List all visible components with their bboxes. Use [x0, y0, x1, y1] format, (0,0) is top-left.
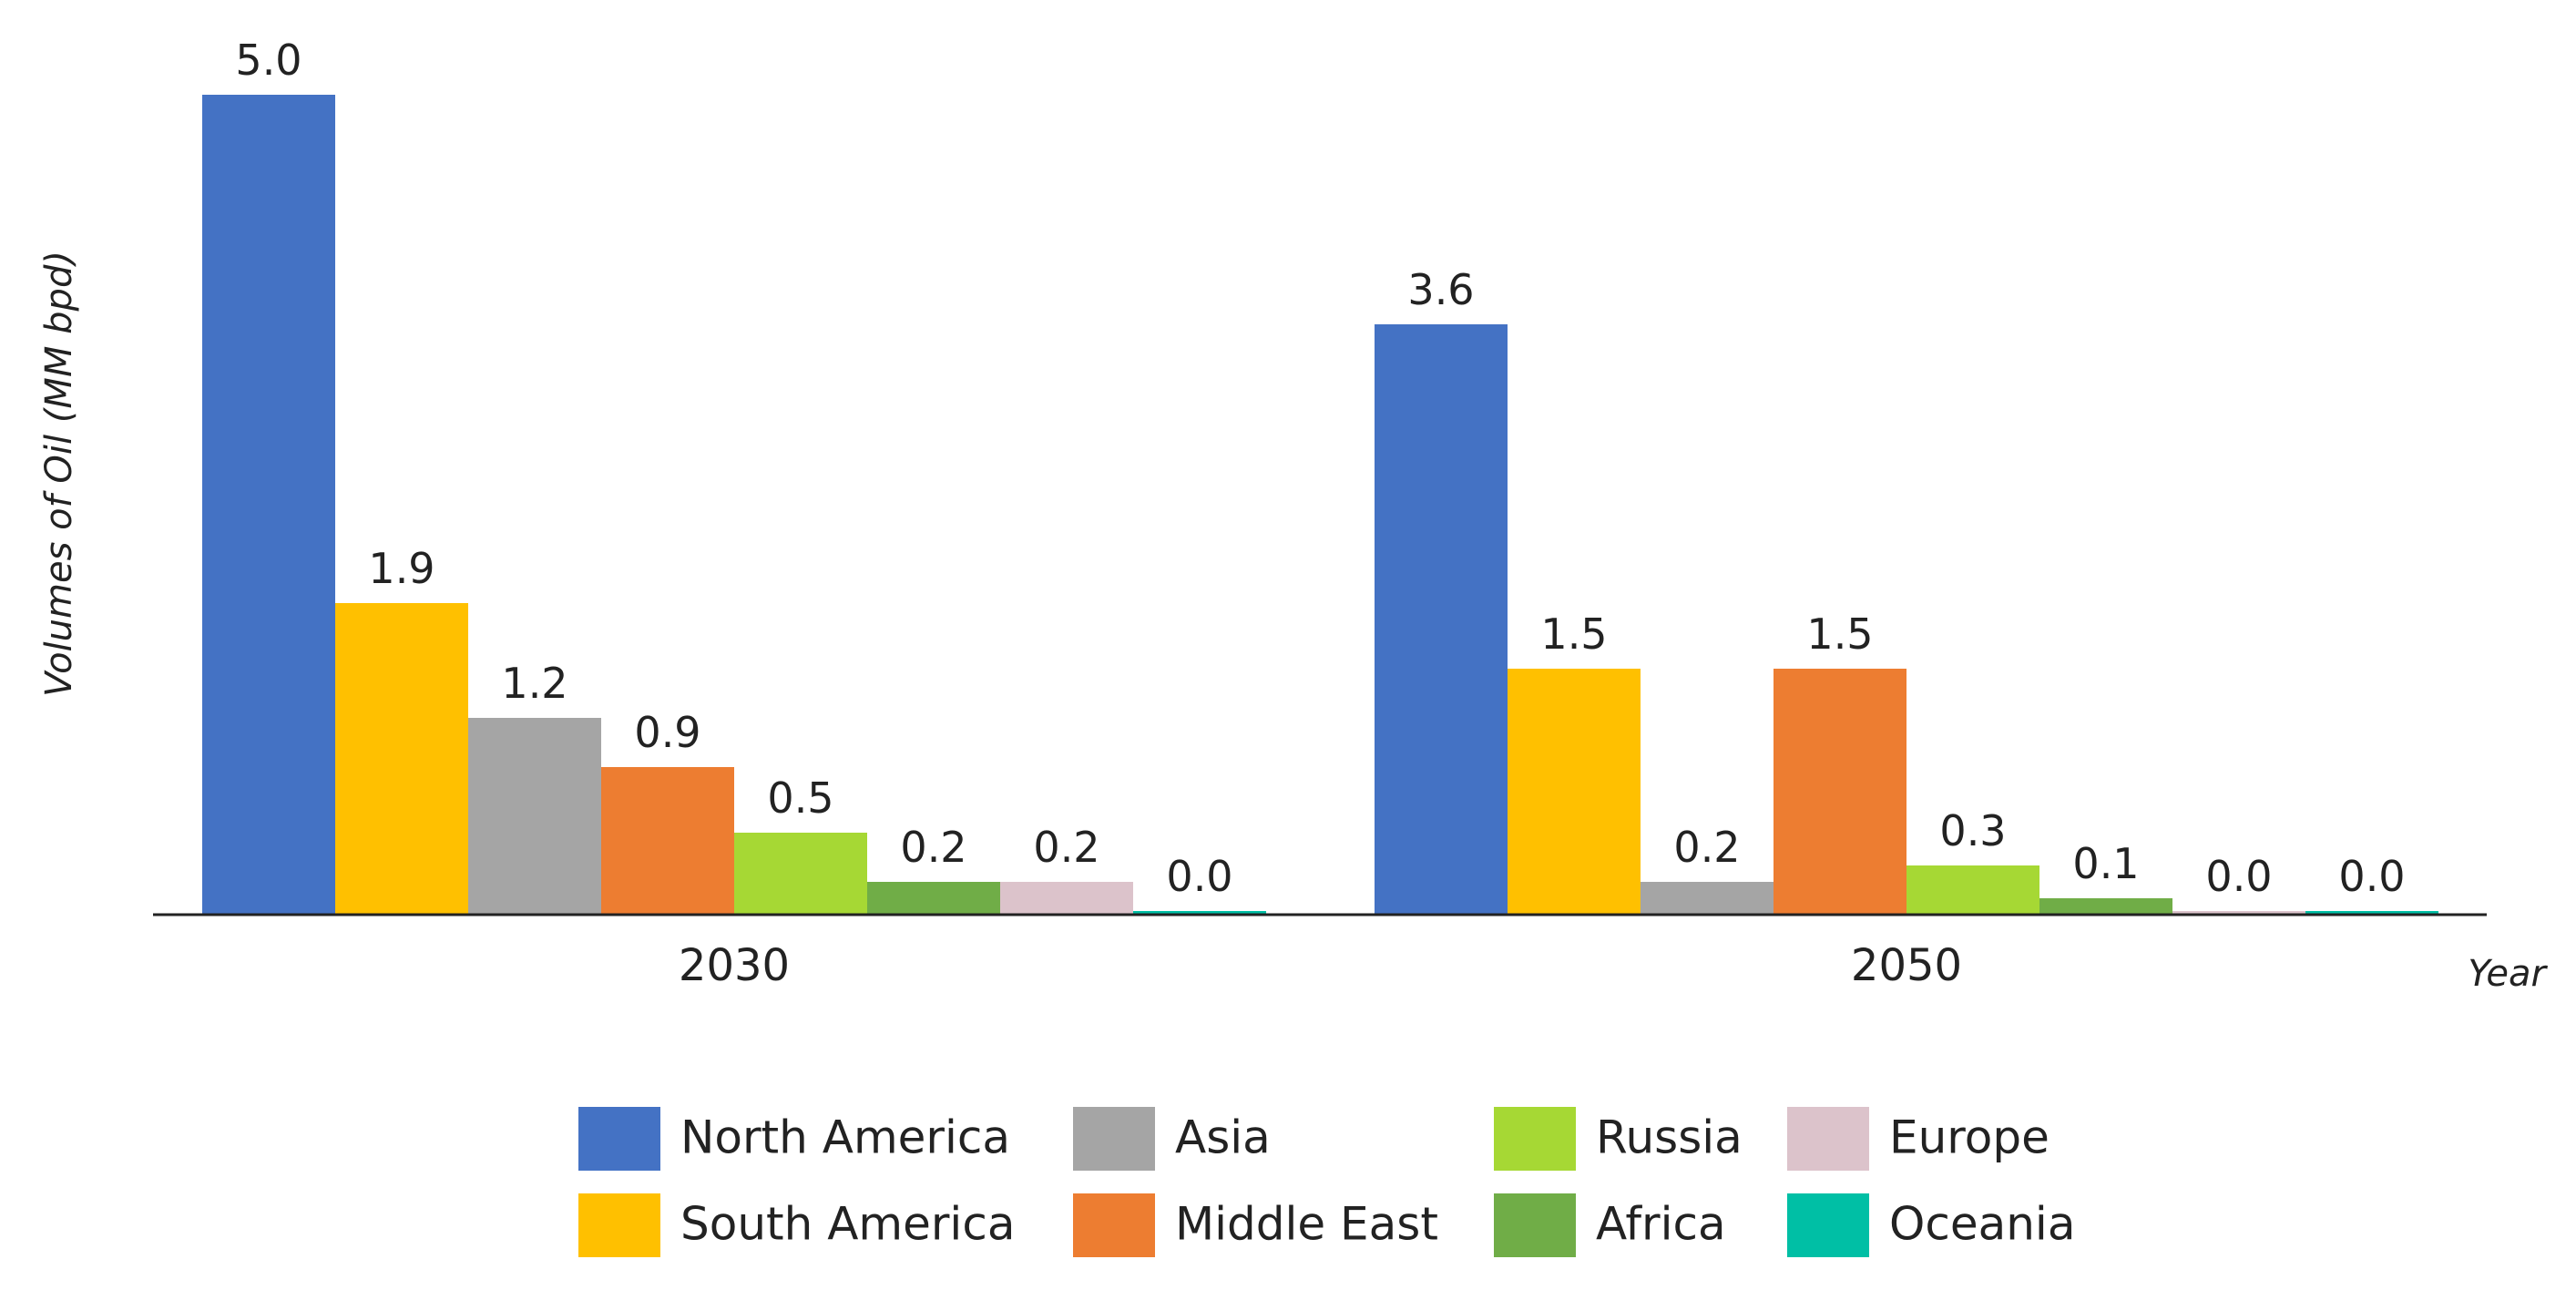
bar-africa-2030	[867, 882, 1000, 915]
x-axis-title: Year	[2468, 953, 2548, 995]
bar-europe-2030	[1000, 882, 1133, 915]
value-label-middle-east-2050: 1.5	[1806, 609, 1873, 659]
legend-swatch-oceania	[1787, 1193, 1869, 1257]
value-label-north-america-2030: 5.0	[235, 36, 302, 85]
category-label-2050: 2050	[1851, 940, 1962, 991]
bars-layer	[202, 95, 2438, 915]
bar-asia-2050	[1641, 882, 1774, 915]
bar-south-america-2050	[1508, 669, 1641, 915]
value-label-europe-2030: 0.2	[1033, 823, 1099, 872]
legend-swatch-south-america	[578, 1193, 660, 1257]
bar-oceania-2030	[1133, 911, 1266, 915]
value-label-asia-2050: 0.2	[1673, 823, 1740, 872]
bar-middle-east-2050	[1774, 669, 1906, 915]
value-label-north-america-2050: 3.6	[1407, 265, 1474, 314]
legend-swatch-russia	[1494, 1107, 1576, 1171]
bar-south-america-2030	[335, 603, 468, 915]
value-label-russia-2030: 0.5	[767, 773, 833, 823]
value-label-africa-2030: 0.2	[900, 823, 966, 872]
legend-swatch-middle-east	[1073, 1193, 1155, 1257]
legend-label-middle-east: Middle East	[1175, 1198, 1438, 1251]
category-label-2030: 2030	[679, 940, 790, 991]
bar-russia-2030	[734, 833, 867, 915]
legend-label-africa: Africa	[1596, 1198, 1726, 1251]
legend-label-russia: Russia	[1596, 1111, 1743, 1164]
bar-africa-2050	[2039, 898, 2172, 915]
bar-middle-east-2030	[601, 767, 734, 915]
value-label-oceania-2050: 0.0	[2338, 852, 2405, 901]
value-label-oceania-2030: 0.0	[1166, 852, 1232, 901]
y-axis-title: Volumes of Oil (MM bpd)	[38, 251, 80, 697]
legend-swatch-africa	[1494, 1193, 1576, 1257]
legend-swatch-europe	[1787, 1107, 1869, 1171]
legend-label-asia: Asia	[1175, 1111, 1271, 1164]
value-label-africa-2050: 0.1	[2072, 839, 2139, 888]
bar-russia-2050	[1906, 865, 2039, 915]
value-label-asia-2030: 1.2	[501, 659, 567, 708]
bar-asia-2030	[468, 718, 601, 915]
legend-label-north-america: North America	[680, 1111, 1010, 1164]
value-label-middle-east-2030: 0.9	[634, 708, 700, 757]
legend-swatch-north-america	[578, 1107, 660, 1171]
legend-label-south-america: South America	[680, 1198, 1015, 1251]
bar-oceania-2050	[2305, 911, 2438, 915]
legend-swatch-asia	[1073, 1107, 1155, 1171]
legend: North America Asia Russia Europe South Ameri…	[578, 1107, 2075, 1257]
value-label-south-america-2050: 1.5	[1540, 609, 1607, 659]
value-labels-layer: 5.0 1.9 1.2 0.9 0.5 0.2 0.2 0.0 3.6 1.5 0.2 1.5 0.3 0…	[235, 36, 2405, 901]
bar-north-america-2050	[1375, 324, 1508, 915]
value-label-south-america-2030: 1.9	[368, 544, 434, 593]
category-labels-layer: 2030 2050	[679, 940, 1962, 991]
bar-europe-2050	[2172, 911, 2305, 915]
bar-north-america-2030	[202, 95, 335, 915]
value-label-europe-2050: 0.0	[2205, 852, 2272, 901]
legend-label-europe: Europe	[1889, 1111, 2050, 1164]
legend-label-oceania: Oceania	[1889, 1198, 2075, 1251]
value-label-russia-2050: 0.3	[1939, 806, 2006, 855]
